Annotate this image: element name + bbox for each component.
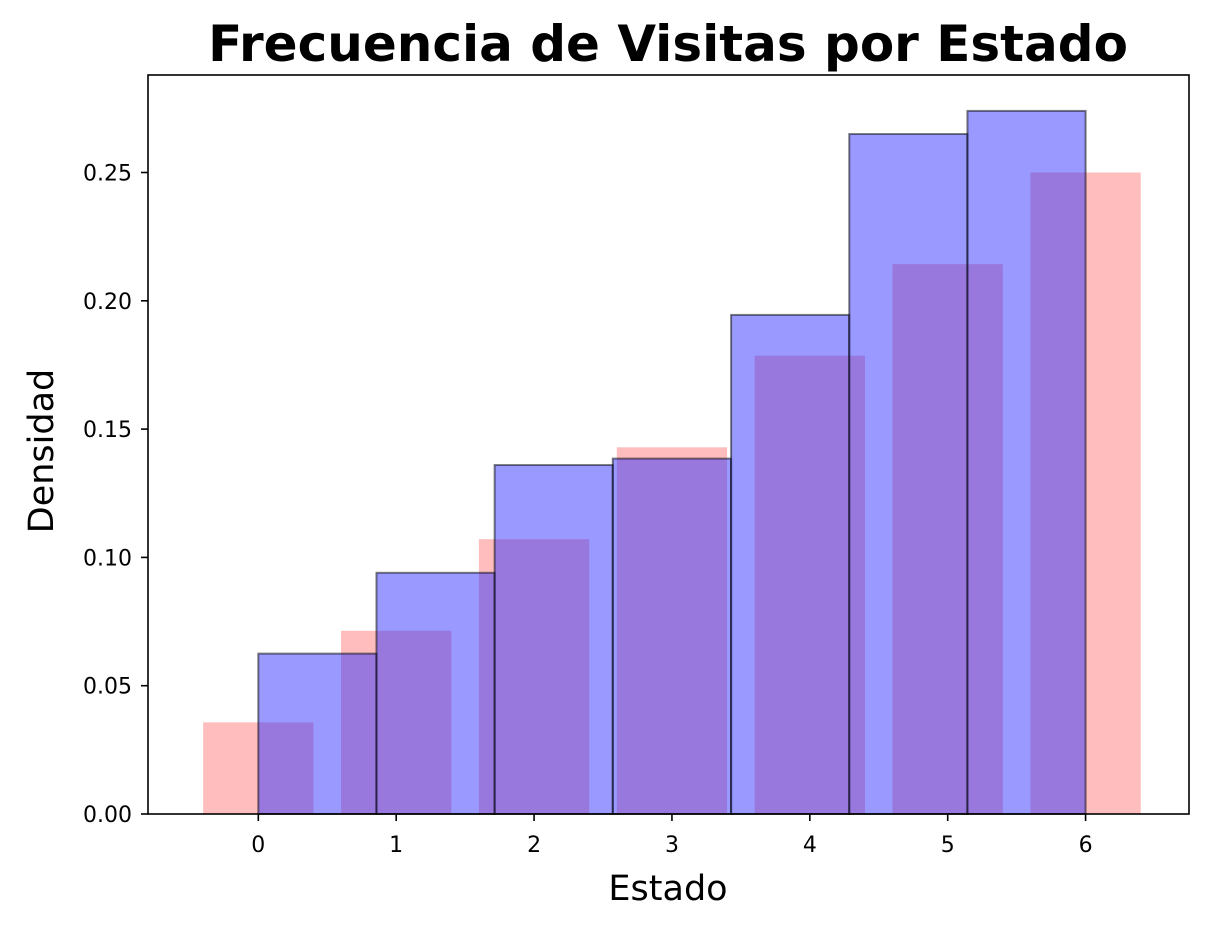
x-tick-label-5: 5: [941, 833, 955, 858]
x-axis-label: Estado: [608, 869, 727, 909]
y-tick-label-2: 0.10: [83, 546, 132, 571]
histogram-bin-4: [730, 313, 851, 815]
plot-frame: [147, 74, 1190, 815]
histogram-bin-2: [493, 464, 614, 815]
histogram-bin-1: [375, 571, 496, 815]
y-tick-label-3: 0.15: [83, 418, 132, 443]
y-tick-label-0: 0.00: [83, 803, 132, 828]
axes: 0 1 2 3 4 5 6 0.00 0.05 0.10 0.15 0.20 0.25: [83, 74, 1190, 858]
x-tick-label-0: 0: [251, 833, 265, 858]
y-tick-label-5: 0.25: [83, 162, 132, 187]
histogram-bin-5: [848, 133, 969, 816]
histogram-bin-6: [966, 109, 1087, 816]
y-axis-label: Densidad: [22, 369, 62, 534]
x-tick-label-4: 4: [803, 833, 817, 858]
x-tick-label-1: 1: [389, 833, 403, 858]
x-tick-label-3: 3: [665, 833, 679, 858]
histogram-bin-3: [611, 457, 733, 815]
chart-title: Frecuencia de Visitas por Estado: [208, 15, 1128, 73]
y-tick-label-4: 0.20: [83, 290, 132, 315]
histogram-bin-0: [257, 652, 378, 815]
x-tick-label-2: 2: [527, 833, 541, 858]
x-tick-label-6: 6: [1079, 833, 1093, 858]
plot-area: [203, 109, 1141, 816]
y-tick-label-1: 0.05: [83, 675, 132, 700]
